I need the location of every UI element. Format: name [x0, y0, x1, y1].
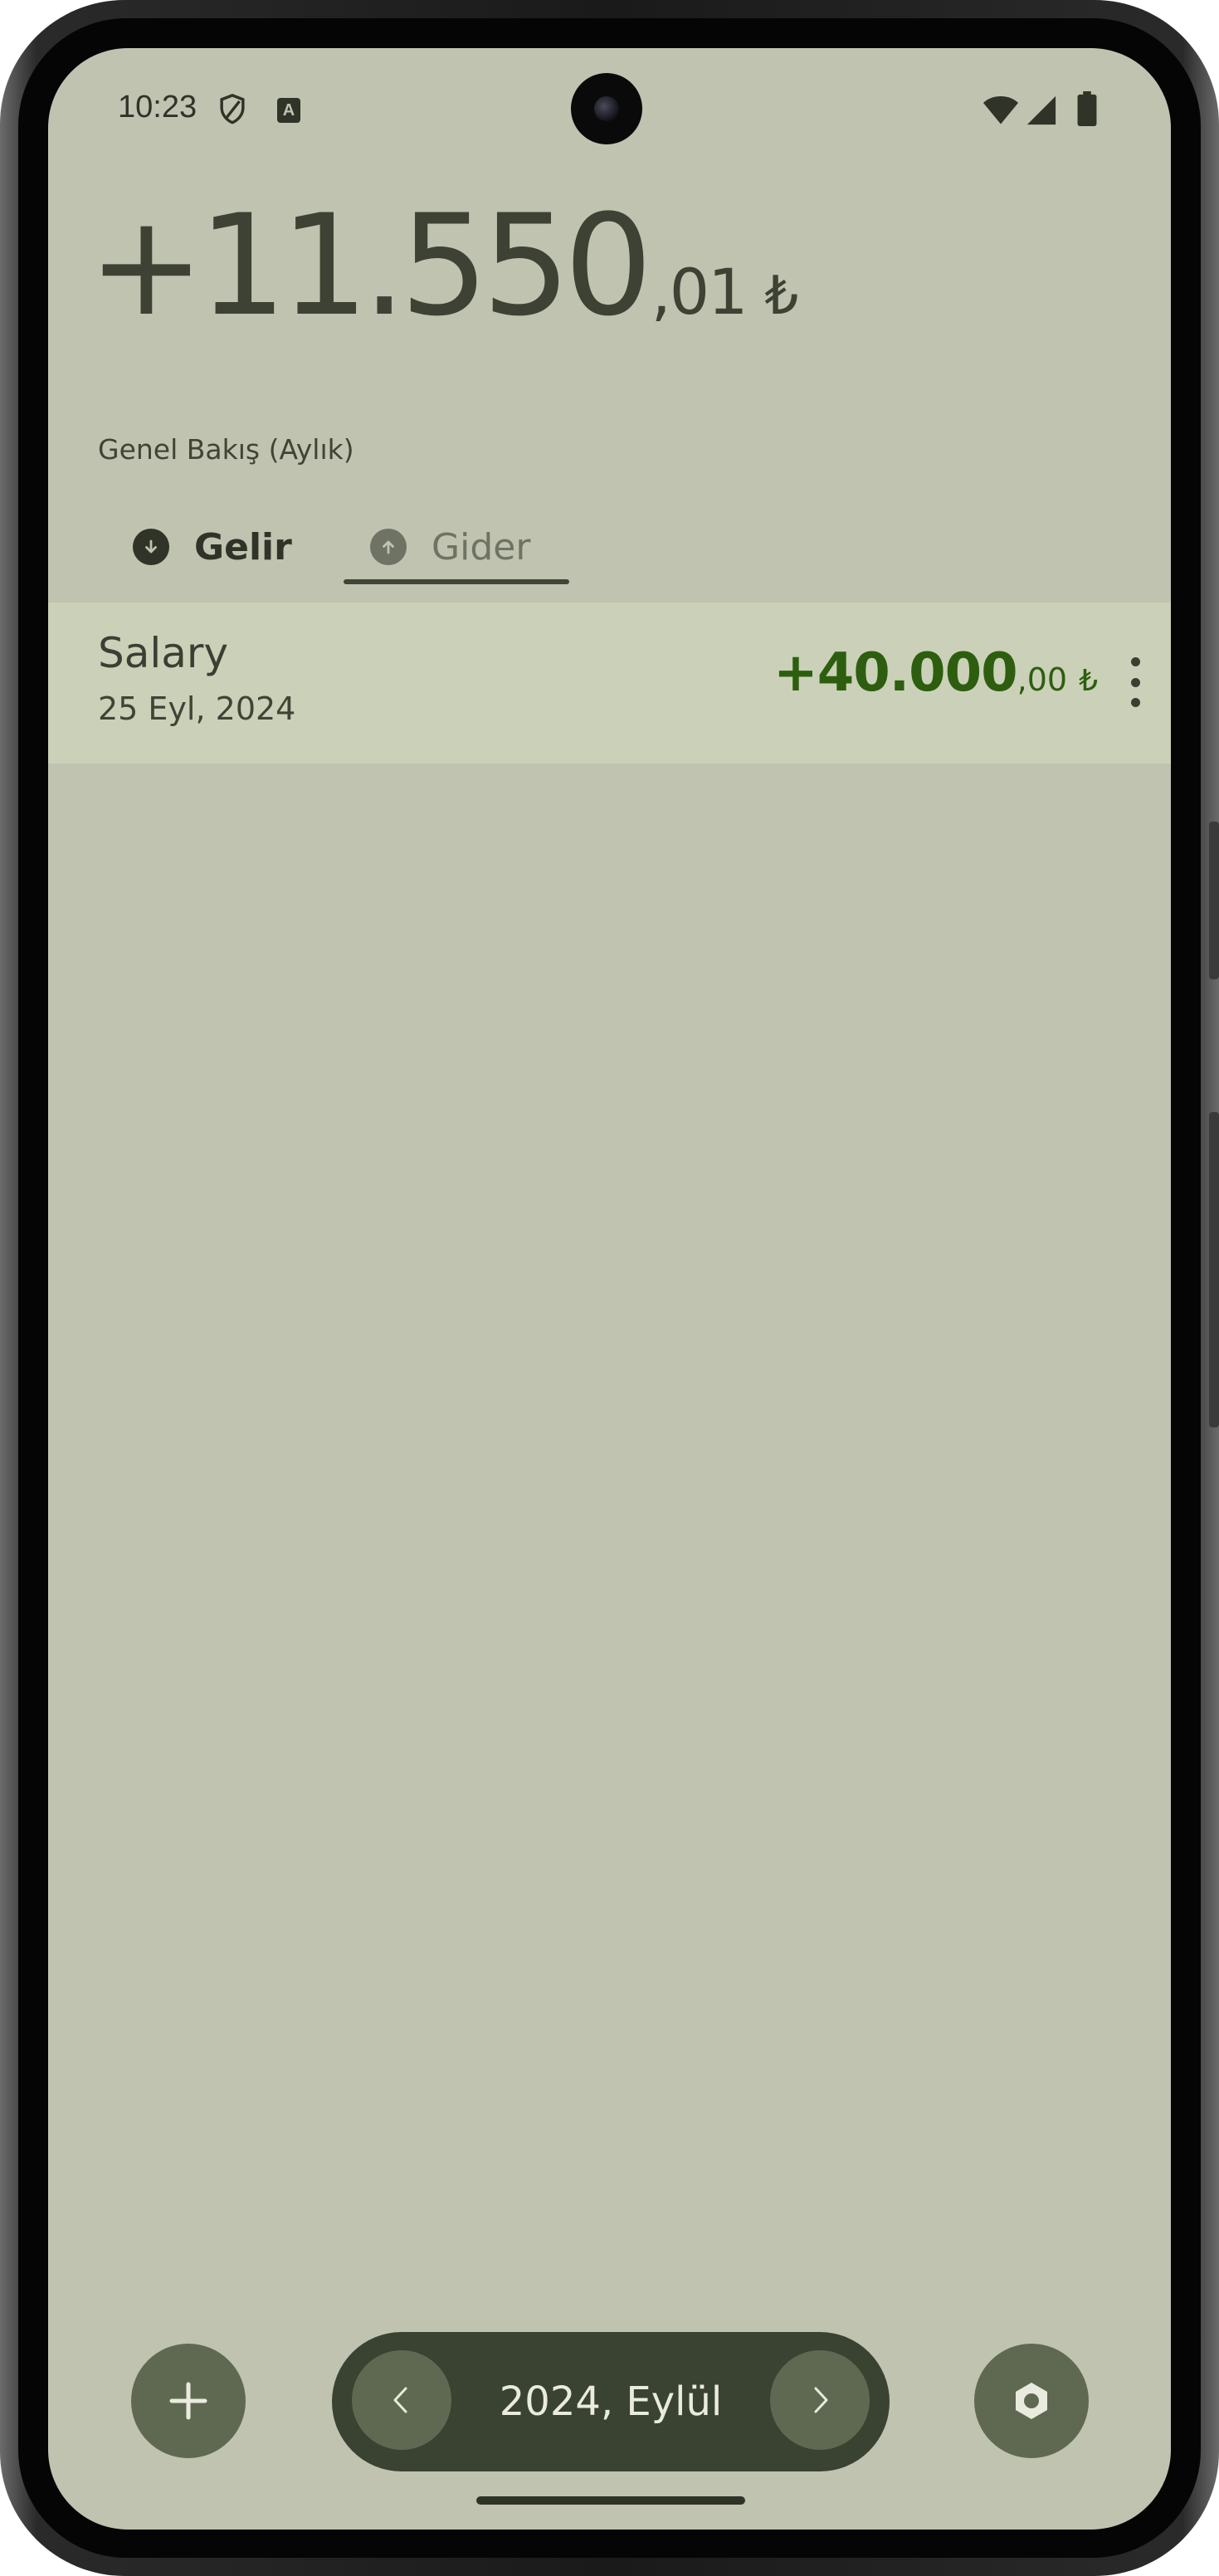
transaction-amount-main: +40.000: [773, 642, 1018, 704]
translate-notification-icon: A: [277, 98, 300, 123]
battery-icon: [1077, 91, 1097, 126]
status-bar: 10:23 A: [48, 48, 1171, 148]
shield-icon: [220, 94, 245, 124]
status-time: 10:23: [118, 90, 197, 124]
overview-label: Genel Bakış (Aylık): [98, 433, 354, 466]
tab-expense-label: Gider: [432, 525, 531, 568]
previous-month-button[interactable]: [352, 2350, 451, 2450]
home-indicator[interactable]: [476, 2496, 745, 2505]
front-camera: [571, 73, 642, 144]
tab-indicator: [344, 579, 569, 584]
volume-button: [1209, 822, 1219, 979]
current-month-label[interactable]: 2024, Eylül: [499, 2378, 723, 2425]
next-month-button[interactable]: [770, 2350, 870, 2450]
tab-income-label: Gelir: [194, 525, 292, 568]
transaction-row[interactable]: Salary 25 Eyl, 2024 +40.000 ,00 ₺: [48, 603, 1171, 764]
transaction-amount-cents: ,00: [1017, 661, 1068, 698]
month-selector: 2024, Eylül: [332, 2332, 890, 2471]
balance-main: +11.550: [88, 184, 653, 347]
add-transaction-button[interactable]: [131, 2344, 246, 2458]
cellular-signal-icon: [1026, 95, 1056, 125]
transaction-amount-currency: ₺: [1079, 664, 1098, 698]
more-options-icon[interactable]: [1123, 657, 1148, 707]
transaction-amount: +40.000 ,00 ₺: [773, 642, 1098, 704]
arrow-down-circle-icon: [133, 529, 169, 565]
tab-income[interactable]: Gelir: [133, 509, 292, 585]
app-screen: 10:23 A +11.550 ,01 ₺ Genel Bakış (Aylık…: [48, 48, 1171, 2530]
monthly-balance: +11.550 ,01 ₺: [88, 196, 798, 337]
tab-expense[interactable]: Gider: [370, 509, 596, 585]
transaction-date: 25 Eyl, 2024: [98, 690, 296, 727]
power-button: [1209, 1112, 1219, 1427]
transaction-title: Salary: [98, 629, 229, 677]
arrow-up-circle-icon: [370, 529, 407, 565]
settings-button[interactable]: [974, 2344, 1089, 2458]
settings-icon: [1016, 2383, 1047, 2419]
wifi-icon: [983, 95, 1019, 124]
chevron-left-icon: [393, 2387, 407, 2413]
balance-cents: ,01: [651, 255, 748, 329]
balance-currency: ₺: [764, 266, 799, 327]
plus-icon: [169, 2382, 207, 2420]
chevron-right-icon: [814, 2387, 828, 2413]
